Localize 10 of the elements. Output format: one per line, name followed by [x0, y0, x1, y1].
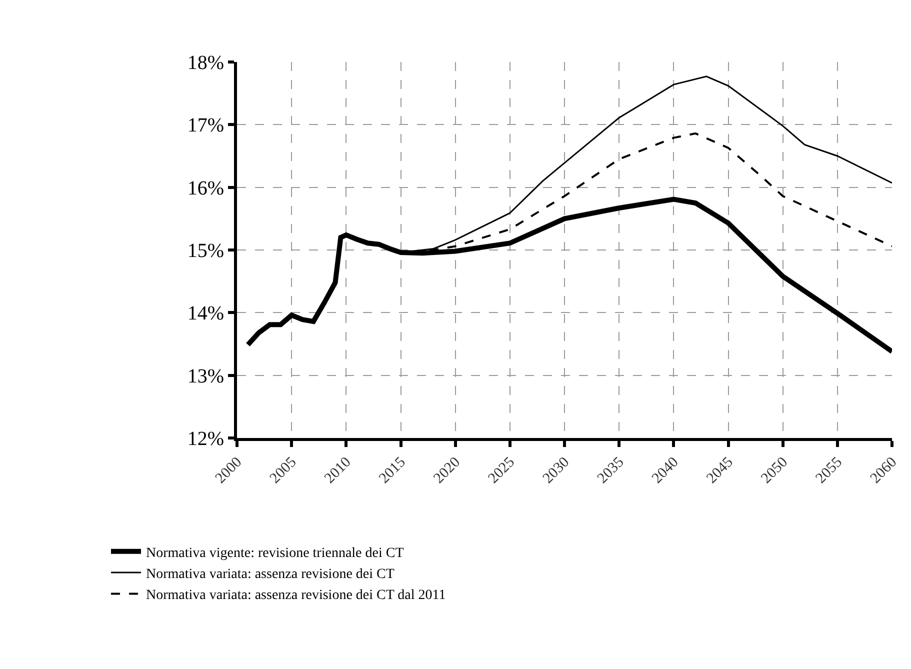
legend-label: Normativa variata: assenza revisione dei CT dal 2011 — [146, 588, 446, 604]
y-tick-label: 14% — [187, 302, 224, 325]
y-tick-label: 16% — [187, 177, 224, 200]
legend-label: Normativa variata: assenza revisione dei CT — [146, 567, 395, 582]
y-tick-label: 18% — [187, 52, 224, 74]
y-tick-label: 17% — [187, 114, 224, 137]
y-tick-label: 12% — [187, 428, 224, 450]
y-tick-label: 15% — [187, 240, 224, 262]
y-tick-label: 13% — [187, 365, 224, 388]
legend-label: Normativa vigente: revisione triennale dei CT — [146, 546, 404, 561]
